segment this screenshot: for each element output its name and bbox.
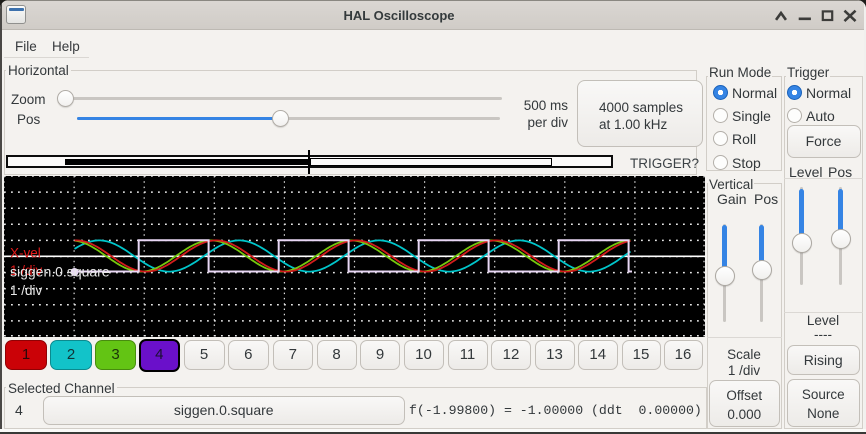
- svg-text:1 /div: 1 /div: [10, 283, 43, 298]
- svg-text:1 /div: 1 /div: [10, 263, 43, 278]
- svg-text:X-vel: X-vel: [10, 246, 41, 261]
- svg-text:siggen.0.square: siggen.0.square: [10, 264, 110, 280]
